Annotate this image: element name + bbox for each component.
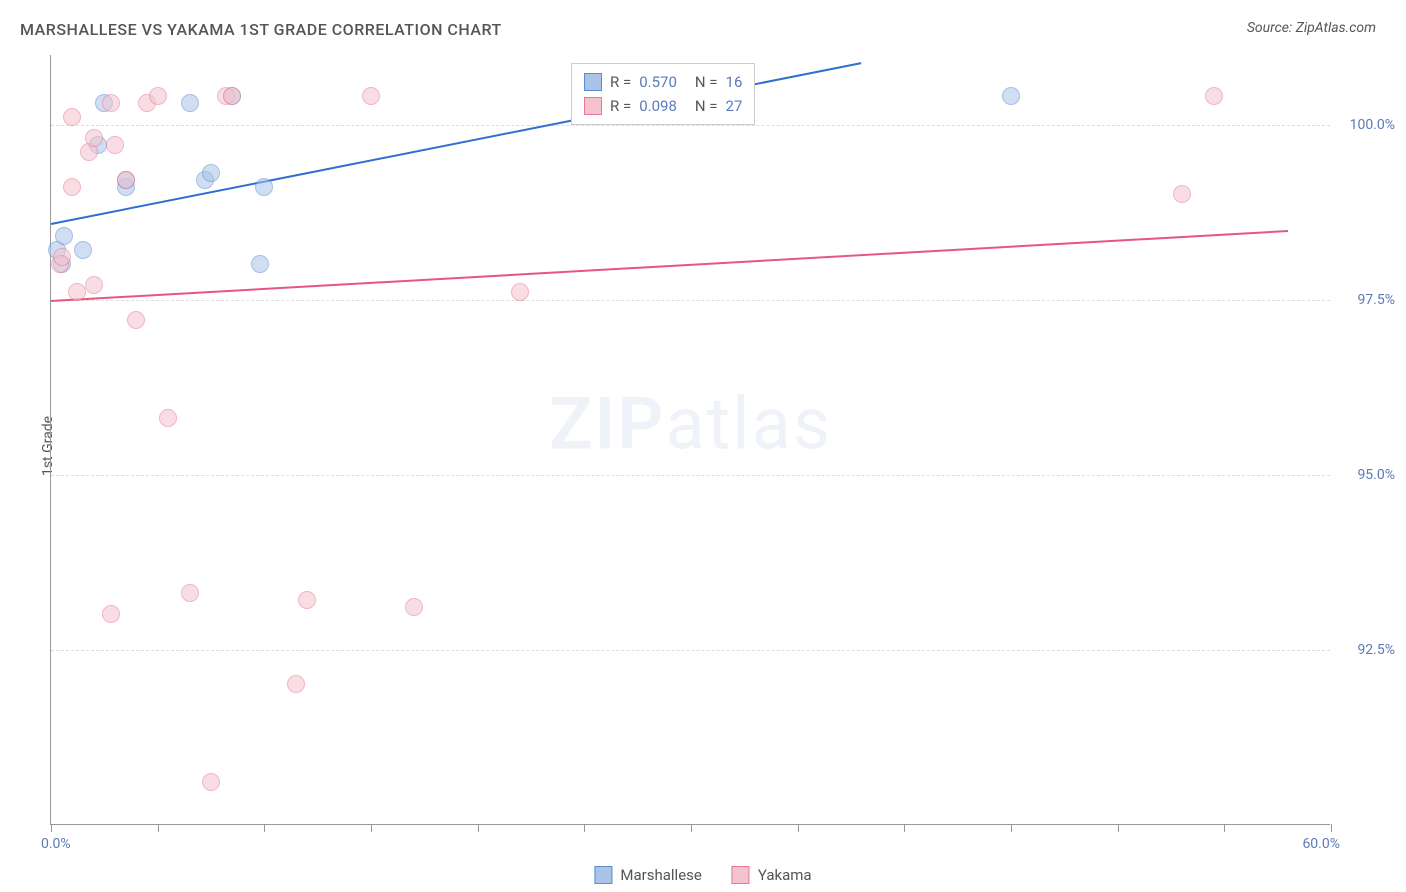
- stat-r-label: R =: [610, 70, 631, 94]
- x-tick: [1331, 824, 1332, 832]
- plot-area: ZIPatlas 92.5%95.0%97.5%100.0%0.0%60.0%R…: [50, 55, 1330, 825]
- legend-item: Marshallese: [594, 866, 701, 884]
- stat-r-label: R =: [610, 94, 631, 118]
- scatter-point: [202, 773, 220, 791]
- chart-source: Source: ZipAtlas.com: [1247, 20, 1376, 36]
- scatter-point: [255, 178, 273, 196]
- stat-n-value: 16: [726, 70, 743, 94]
- scatter-point: [1002, 87, 1020, 105]
- scatter-point: [117, 171, 135, 189]
- scatter-point: [55, 227, 73, 245]
- legend-item: Yakama: [732, 866, 812, 884]
- scatter-point: [511, 283, 529, 301]
- x-tick: [798, 824, 799, 832]
- legend-bottom: Marshallese Yakama: [594, 866, 811, 884]
- stats-row: R = 0.570 N = 16: [584, 70, 742, 94]
- y-tick-label: 97.5%: [1357, 292, 1395, 308]
- x-tick: [1224, 824, 1225, 832]
- x-tick: [478, 824, 479, 832]
- scatter-point: [63, 108, 81, 126]
- scatter-point: [287, 675, 305, 693]
- watermark-bold: ZIP: [549, 382, 665, 467]
- scatter-point: [251, 255, 269, 273]
- legend-swatch: [584, 73, 602, 91]
- chart-title: MARSHALLESE VS YAKAMA 1ST GRADE CORRELAT…: [20, 20, 502, 39]
- x-tick: [1118, 824, 1119, 832]
- scatter-point: [106, 136, 124, 154]
- stat-r-value: 0.570: [639, 70, 677, 94]
- gridline-h: [51, 300, 1330, 301]
- x-tick: [904, 824, 905, 832]
- scatter-point: [1205, 87, 1223, 105]
- x-tick: [371, 824, 372, 832]
- gridline-h: [51, 125, 1330, 126]
- scatter-point: [202, 164, 220, 182]
- scatter-point: [85, 276, 103, 294]
- stats-box: R = 0.570 N = 16 R = 0.098 N = 27: [571, 63, 755, 125]
- scatter-point: [1173, 185, 1191, 203]
- y-tick-label: 95.0%: [1357, 467, 1395, 483]
- legend-label: Yakama: [758, 866, 812, 884]
- legend-swatch: [584, 97, 602, 115]
- scatter-point: [102, 94, 120, 112]
- legend-swatch: [732, 866, 750, 884]
- scatter-point: [149, 87, 167, 105]
- x-tick: [584, 824, 585, 832]
- y-tick-label: 92.5%: [1357, 642, 1395, 658]
- stats-row: R = 0.098 N = 27: [584, 94, 742, 118]
- scatter-point: [181, 94, 199, 112]
- scatter-point: [74, 241, 92, 259]
- x-tick-label-max: 60.0%: [1302, 836, 1340, 852]
- chart-container: MARSHALLESE VS YAKAMA 1ST GRADE CORRELAT…: [0, 0, 1406, 892]
- gridline-h: [51, 475, 1330, 476]
- trendline-yakama: [51, 230, 1288, 302]
- watermark-rest: atlas: [665, 382, 832, 467]
- stat-r-value: 0.098: [639, 94, 677, 118]
- stat-n-value: 27: [726, 94, 743, 118]
- x-tick-label-min: 0.0%: [41, 836, 71, 852]
- scatter-point: [298, 591, 316, 609]
- gridline-h: [51, 650, 1330, 651]
- scatter-point: [102, 605, 120, 623]
- scatter-point: [159, 409, 177, 427]
- scatter-point: [223, 87, 241, 105]
- x-tick: [158, 824, 159, 832]
- scatter-point: [362, 87, 380, 105]
- x-tick: [51, 824, 52, 832]
- scatter-point: [127, 311, 145, 329]
- legend-swatch: [594, 866, 612, 884]
- stat-n-label: N =: [695, 94, 718, 118]
- x-tick: [264, 824, 265, 832]
- scatter-point: [53, 248, 71, 266]
- scatter-point: [405, 598, 423, 616]
- x-tick: [1011, 824, 1012, 832]
- legend-label: Marshallese: [620, 866, 701, 884]
- scatter-point: [63, 178, 81, 196]
- watermark: ZIPatlas: [549, 382, 832, 467]
- scatter-point: [85, 129, 103, 147]
- y-tick-label: 100.0%: [1350, 117, 1395, 133]
- x-tick: [691, 824, 692, 832]
- scatter-point: [181, 584, 199, 602]
- scatter-point: [68, 283, 86, 301]
- stat-n-label: N =: [695, 70, 718, 94]
